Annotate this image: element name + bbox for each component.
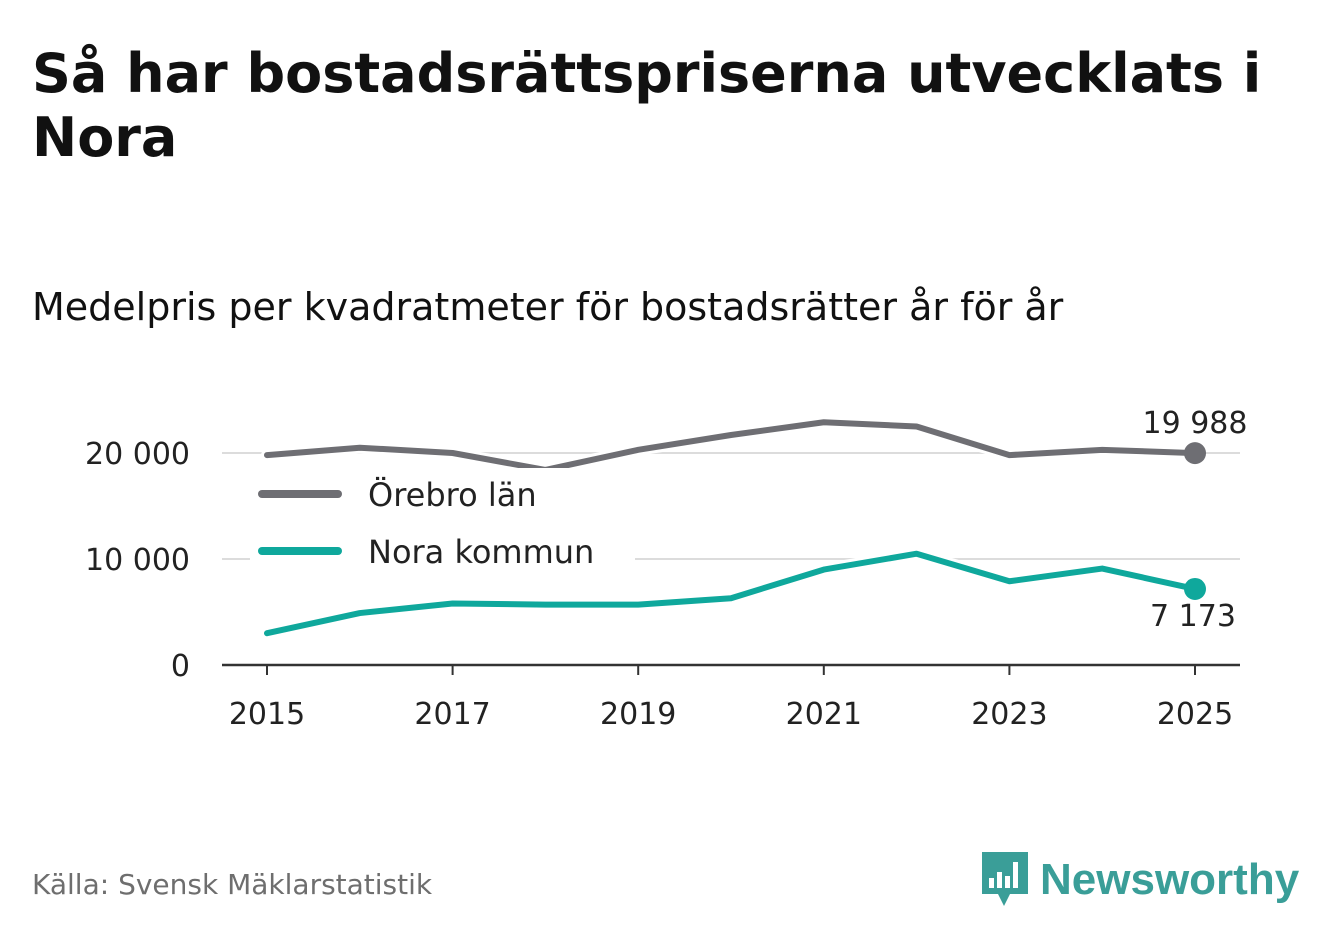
axis-layer: 0 10 000 20 000 2015 2017 2019 2021 2023 2025 xyxy=(85,437,1240,732)
source-note: Källa: Svensk Mäklarstatistik xyxy=(32,868,433,901)
legend-label: Örebro län xyxy=(368,476,537,514)
x-tick-label: 2015 xyxy=(229,697,305,732)
series-end-point xyxy=(1184,577,1206,600)
x-tick-label: 2023 xyxy=(971,697,1047,732)
series-end-point xyxy=(1184,442,1206,465)
series-line-orebro-lan xyxy=(264,419,1198,473)
x-tick-label: 2017 xyxy=(414,697,490,732)
chart-subtitle: Medelpris per kvadratmeter för bostadsrä… xyxy=(32,285,1064,329)
series-line-nora-kommun xyxy=(264,550,1198,637)
y-tick-label: 10 000 xyxy=(85,543,190,578)
series-layer xyxy=(261,416,1206,640)
series-halo xyxy=(261,416,1201,476)
line-chart: 0 10 000 20 000 2015 2017 2019 2021 2023 2025 Ör… xyxy=(85,406,1248,732)
chart-title: Så har bostadsrättspriserna utvecklats i… xyxy=(32,42,1262,169)
legend: Örebro län Nora kommun xyxy=(250,468,635,575)
x-tick-label: 2021 xyxy=(786,697,862,732)
x-tick-label: 2025 xyxy=(1157,697,1233,732)
x-tick-label: 2019 xyxy=(600,697,676,732)
newsworthy-logo-icon xyxy=(982,852,1028,906)
brand-logo: Newsworthy xyxy=(980,850,1299,910)
end-value-label: 7 173 xyxy=(1150,599,1236,634)
y-tick-label: 0 xyxy=(171,649,190,684)
y-tick-label: 20 000 xyxy=(85,437,190,472)
legend-label: Nora kommun xyxy=(368,533,594,571)
label-layer: 19 988 7 173 xyxy=(1143,406,1248,634)
brand-name: Newsworthy xyxy=(1040,855,1300,904)
end-value-label: 19 988 xyxy=(1143,406,1248,441)
